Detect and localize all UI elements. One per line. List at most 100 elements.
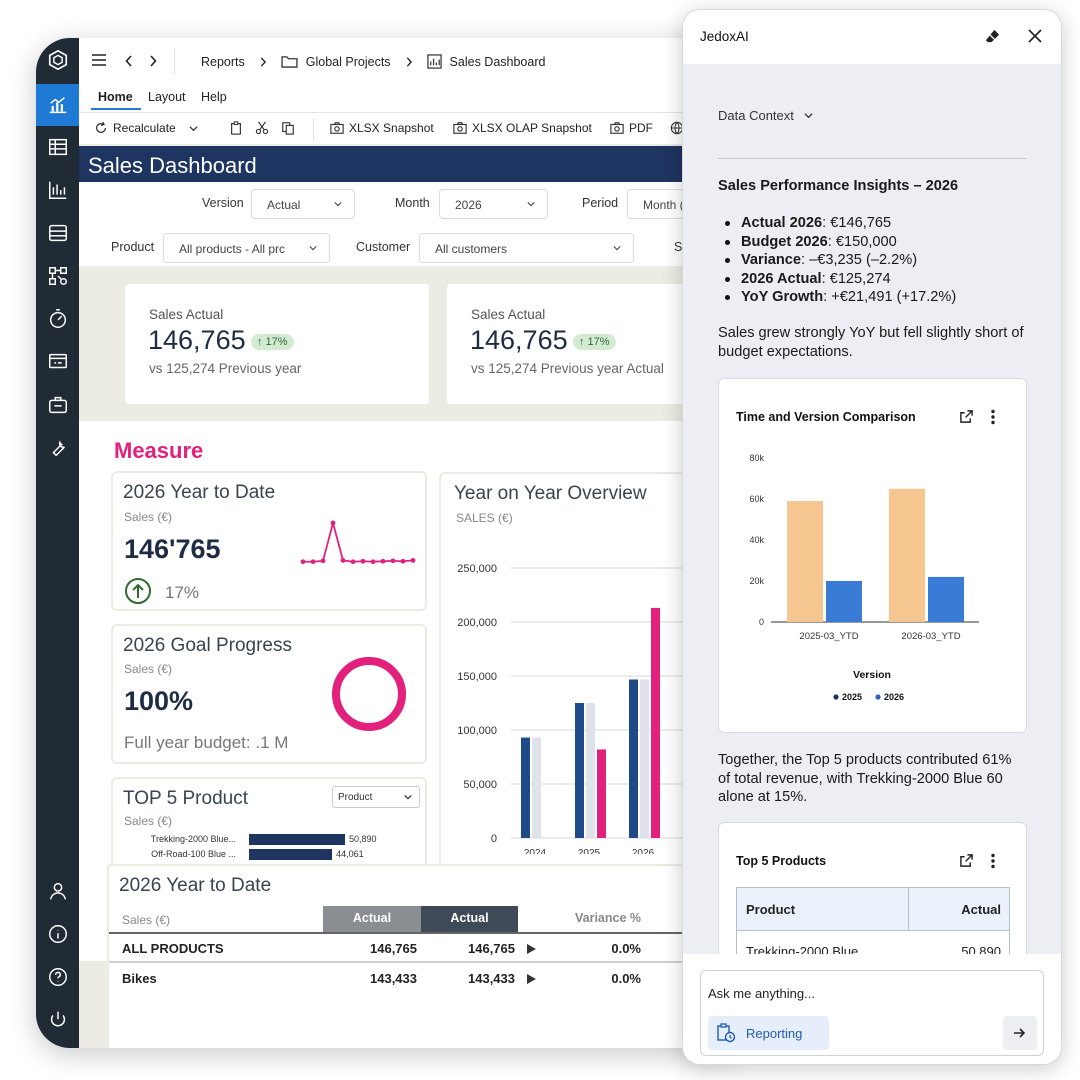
breadcrumb-item-reports[interactable]: Reports — [201, 54, 245, 69]
pdf-button[interactable]: PDF — [610, 121, 653, 135]
open-external-icon[interactable] — [959, 409, 974, 424]
jedox-ai-panel: JedoxAI Data Context Sales Performance I… — [682, 9, 1062, 1065]
menu-home[interactable]: Home — [98, 90, 133, 104]
insights-summary: Sales grew strongly YoY but fell slightl… — [718, 325, 1024, 360]
hamburger-menu-icon[interactable] — [92, 54, 106, 66]
chevron-right-icon — [260, 56, 266, 67]
reporting-chip[interactable]: Reporting — [708, 1016, 829, 1050]
presentation-icon[interactable] — [36, 342, 79, 382]
table-row-name: Bikes — [122, 971, 157, 986]
recalculate-button[interactable]: Recalculate — [94, 121, 198, 135]
breadcrumb-item-sales-dashboard[interactable]: Sales Dashboard — [449, 54, 546, 69]
kpi-growth-badge: ↑ 17% — [573, 334, 616, 350]
more-vertical-icon[interactable] — [990, 853, 996, 869]
insight-bullet-value: : –€3,235 (–2.2%) — [801, 252, 918, 268]
col-divider — [908, 888, 909, 931]
help-icon[interactable] — [36, 957, 79, 997]
version-label: Version — [202, 196, 244, 210]
yoy-card-subtitle: SALES (€) — [456, 511, 513, 525]
data-context-toggle[interactable]: Data Context — [718, 108, 813, 123]
tv-legend-label: 2026 — [884, 692, 904, 702]
top5-bar-row: Trekking-2000 Blue... 50,890 — [113, 833, 425, 847]
close-icon[interactable] — [1028, 29, 1042, 43]
product-select[interactable]: All products - All prc — [163, 233, 330, 263]
chat-input-placeholder: Ask me anything... — [708, 986, 815, 1001]
analytics-icon[interactable] — [36, 84, 79, 126]
month-select[interactable]: 2026 — [439, 189, 548, 219]
chart-card-title: Time and Version Comparison — [736, 410, 916, 424]
yoy-tick-label: 50,000 — [463, 779, 497, 791]
context-divider — [718, 158, 1027, 159]
send-button[interactable] — [1003, 1016, 1037, 1050]
open-external-icon[interactable] — [959, 853, 974, 868]
menu-help[interactable]: Help — [201, 90, 227, 104]
chevron-down-icon — [804, 113, 813, 119]
yoy-bar — [629, 679, 638, 838]
xlsx-snapshot-button[interactable]: XLSX Snapshot — [330, 121, 434, 135]
version-select[interactable]: Actual — [251, 189, 355, 219]
table-card-title: 2026 Year to Date — [119, 875, 272, 896]
logo-hexagon-icon[interactable] — [36, 40, 79, 80]
chevron-down-icon — [613, 246, 621, 251]
yoy-bar — [575, 703, 584, 838]
paste-button[interactable] — [281, 121, 295, 135]
tv-legend-dot — [875, 694, 881, 700]
folder-icon — [281, 56, 298, 68]
insight-bullet-value: : €125,274 — [821, 270, 891, 287]
customer-select[interactable]: All customers — [419, 233, 634, 263]
grid-icon[interactable] — [36, 127, 79, 167]
top5-bar-label: Trekking-2000 Blue... — [150, 834, 236, 844]
model-icon[interactable] — [36, 256, 79, 296]
panel-input-area: Ask me anything... Reporting — [683, 954, 1061, 1064]
power-icon[interactable] — [36, 1000, 79, 1040]
month-label: Month — [395, 196, 430, 210]
top5-bar-value: 50,890 — [349, 834, 377, 844]
info-icon[interactable] — [36, 914, 79, 954]
ytd-sparkline — [300, 519, 416, 565]
chevron-down-icon — [527, 202, 535, 207]
table-row-variance: 0.0% — [611, 971, 641, 986]
triangle-right-icon — [527, 974, 536, 984]
report-chart-icon[interactable] — [36, 170, 79, 210]
clipboard-clock-icon — [717, 1023, 736, 1043]
yoy-bar — [597, 749, 606, 838]
dashboard-title: Sales Dashboard — [79, 146, 736, 182]
menu-layout[interactable]: Layout — [148, 90, 186, 104]
yoy-category-label: 2024 — [524, 848, 547, 854]
breadcrumb-item-global-projects[interactable]: Global Projects — [305, 54, 391, 69]
more-vertical-icon[interactable] — [990, 409, 996, 425]
xlsx-olap-snapshot-button[interactable]: XLSX OLAP Snapshot — [453, 121, 592, 135]
panel-chat-body: Data Context Sales Performance Insights … — [683, 64, 1061, 954]
paste-icon — [282, 122, 294, 135]
tv-category-label: 2026-03_YTD — [901, 631, 960, 642]
camera-icon — [453, 122, 467, 134]
eraser-icon[interactable] — [984, 28, 1001, 45]
time-version-chart-card: Time and Version Comparison 0 20k 40k 60k 80… — [718, 378, 1027, 733]
briefcase-icon[interactable] — [36, 385, 79, 425]
tv-tick-label: 60k — [749, 494, 764, 504]
menu-bar: Home Layout Help — [79, 84, 736, 110]
camera-icon — [610, 122, 624, 134]
sparkline-point — [330, 520, 336, 526]
wrench-icon[interactable] — [36, 428, 79, 468]
top5-bar — [249, 849, 333, 860]
top5-products-table: Product Actual Trekking-2000 Blue 50,890 — [736, 887, 1010, 954]
yoy-bar — [586, 703, 595, 838]
forward-arrow-icon[interactable] — [149, 55, 157, 70]
chat-input-box[interactable]: Ask me anything... Reporting — [700, 970, 1044, 1056]
table-header-actual-1: Actual — [323, 906, 421, 932]
copy-button[interactable] — [229, 121, 243, 135]
tv-legend-label: 2025 — [842, 692, 862, 702]
user-icon[interactable] — [36, 871, 79, 911]
back-arrow-icon[interactable] — [125, 55, 133, 70]
insight-bullet-key: YoY Growth — [741, 289, 824, 305]
panel-header: JedoxAI — [683, 10, 1061, 64]
panel-title: JedoxAI — [700, 29, 749, 44]
kpi-label: Sales Actual — [149, 307, 224, 322]
top5-product-select[interactable]: Product — [332, 786, 420, 808]
table-icon[interactable] — [36, 213, 79, 253]
app-window: Reports Global Projects Sales Dashboard … — [36, 38, 736, 1048]
cut-button[interactable] — [255, 121, 269, 135]
timer-icon[interactable] — [36, 299, 79, 339]
goal-card-subtitle: Sales (€) — [124, 662, 173, 676]
